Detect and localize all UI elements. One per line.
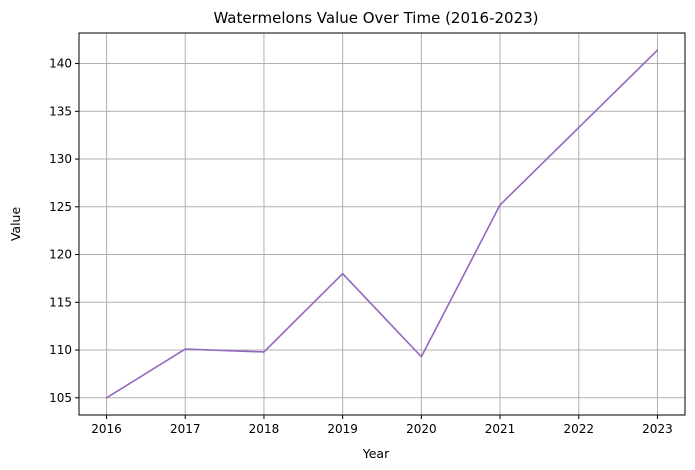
x-tick-label: 2020: [406, 422, 437, 436]
y-axis-label: Value: [8, 207, 23, 242]
y-tick-label: 115: [49, 295, 72, 309]
x-tick-label: 2021: [485, 422, 516, 436]
x-axis-label: Year: [362, 446, 390, 461]
series-layer: [105, 49, 659, 399]
x-tick-label: 2017: [170, 422, 201, 436]
y-tick-label: 105: [49, 391, 72, 405]
x-tick-label: 2019: [327, 422, 358, 436]
plot-frame: [78, 32, 686, 416]
y-tick-label: 130: [49, 152, 72, 166]
x-tick-label: 2022: [563, 422, 594, 436]
x-tick-label: 2018: [249, 422, 280, 436]
y-tick-label: 140: [49, 57, 72, 71]
chart-title: Watermelons Value Over Time (2016-2023): [213, 9, 538, 27]
tick-layer: 2016 2017 2018 2019 2020 2021 2022 2023 105 110 11…: [49, 57, 673, 436]
y-tick-label: 120: [49, 248, 72, 262]
x-tick-label: 2016: [91, 422, 122, 436]
y-tick-label: 135: [49, 104, 72, 118]
y-tick-label: 110: [49, 343, 72, 357]
grid-lines: [79, 33, 685, 415]
y-tick-label: 125: [49, 200, 72, 214]
x-tick-label: 2023: [642, 422, 673, 436]
series-line: [105, 49, 659, 399]
